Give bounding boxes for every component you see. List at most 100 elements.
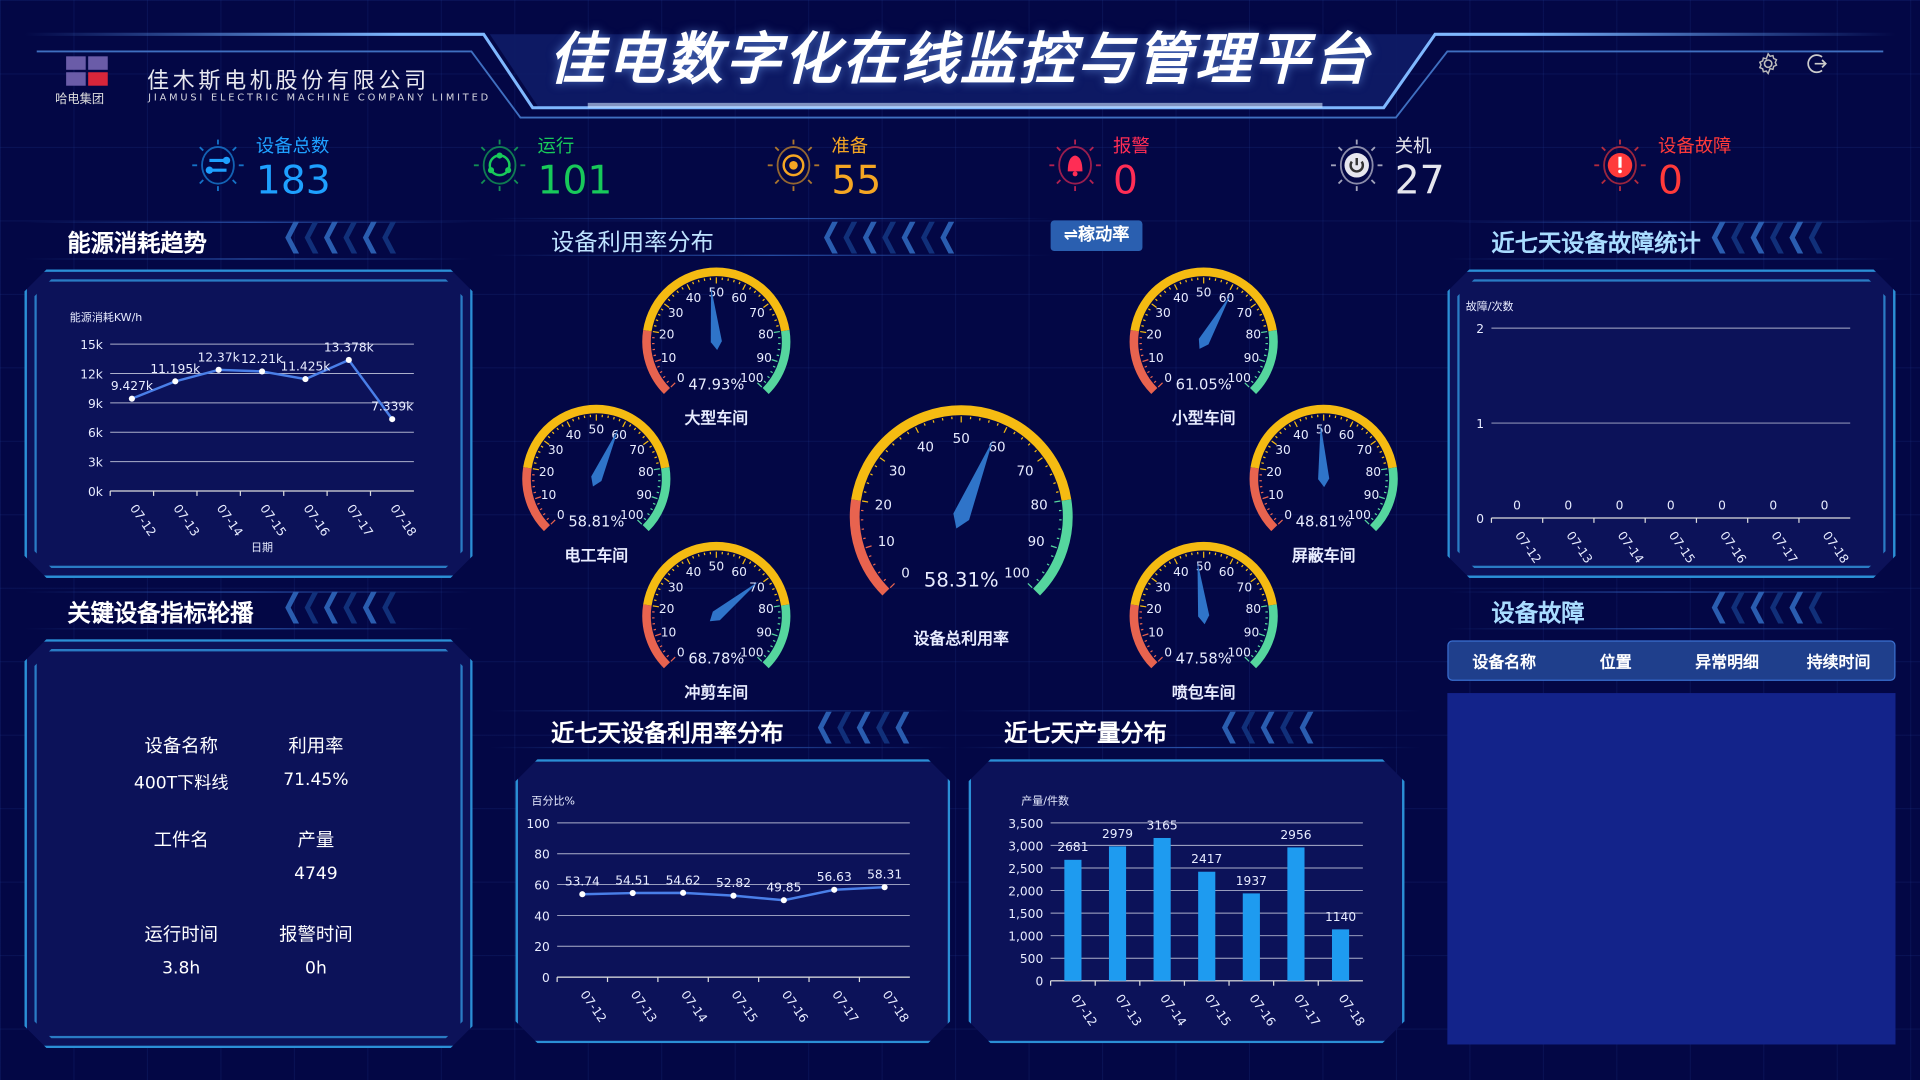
gauge-tick: [1381, 456, 1385, 459]
gauge-tick-label: 90: [1028, 535, 1045, 550]
gauge-tick: [1155, 572, 1158, 576]
section-title-fault-stats: 近七天设备故障统计: [1491, 230, 1701, 258]
gauge-tick: [870, 473, 873, 476]
gauge-tick: [1151, 303, 1157, 308]
gauge-tick: [1245, 294, 1249, 297]
data-label: 0: [1769, 498, 1777, 512]
data-label: 2979: [1102, 827, 1133, 841]
data-label: 52.82: [716, 876, 751, 890]
gauge-tick: [872, 563, 876, 566]
gauge-tick: [642, 435, 645, 439]
x-tick-label: 07-18: [387, 502, 419, 539]
gauge-tick: [633, 427, 637, 431]
column-header-location[interactable]: 位置: [1599, 653, 1632, 673]
gauge-tick: [776, 599, 779, 602]
gauge-value: 58.31%: [924, 569, 999, 592]
data-point: [780, 897, 787, 904]
gauge-tick: [1279, 431, 1282, 435]
gauge-tick: [534, 496, 542, 500]
gauge-tick: [1159, 568, 1162, 572]
chevron-decoration-icon: ❮❮❮❮❮: [814, 707, 913, 745]
chart-prod7: 产量/件数 0 500 1,000 1,500 2,000 2,500 3,000 3,500 0…: [1008, 793, 1367, 1028]
gauge-tick: [899, 437, 902, 440]
gauge-tick: [671, 294, 675, 297]
gauge-tick: [1254, 375, 1258, 379]
gauge-tick-label: 100: [740, 371, 763, 385]
data-point: [680, 889, 687, 896]
data-label: 0: [1513, 498, 1521, 512]
gauge-tick: [1293, 421, 1298, 428]
gauge-name: 设备总利用率: [913, 629, 1009, 648]
gauge-tick-label: 10: [661, 625, 677, 639]
gauge-tick: [1381, 468, 1388, 471]
gauge-tick: [1142, 319, 1146, 322]
data-label: 56.63: [817, 870, 852, 884]
gauge-tick: [653, 354, 657, 357]
gauge-tick: [1041, 571, 1045, 574]
gauge-tick: [762, 572, 765, 576]
gauge-tick: [1036, 578, 1039, 582]
gauge-tick: [1055, 491, 1059, 493]
settings-button[interactable]: [1756, 51, 1780, 75]
gauge-tick: [1241, 564, 1244, 568]
gauge-band-mid: [1130, 267, 1277, 332]
bar: [1331, 929, 1350, 981]
gauge-tick: [1349, 421, 1354, 428]
y-tick-label: 80: [534, 848, 550, 862]
utilization-toggle-button[interactable]: ⇌稼动率: [1050, 220, 1143, 252]
data-label: 53.74: [565, 875, 600, 889]
stat-cycle: 运行 101: [471, 130, 716, 216]
y-tick-label: 60: [534, 878, 550, 892]
chart-ylabel: 产量/件数: [1021, 793, 1069, 807]
gauge-tick: [1144, 639, 1148, 643]
gauge-tick: [1179, 555, 1182, 559]
gauge-tick: [1277, 519, 1283, 525]
x-tick-label: 07-17: [344, 502, 376, 539]
page-title: 佳电数字化在线监控与管理平台: [548, 25, 1372, 92]
x-tick-label: 07-15: [729, 988, 761, 1025]
y-tick-label: 15k: [80, 338, 104, 352]
gauge-tick: [1259, 587, 1263, 591]
x-tick-label: 07-15: [1666, 529, 1698, 566]
gauge-tick-label: 50: [953, 432, 970, 447]
gauge-tick: [1340, 416, 1343, 420]
bar: [1108, 846, 1127, 981]
x-tick-label: 07-16: [301, 502, 333, 539]
y-tick-label: 500: [1020, 952, 1043, 966]
column-header-detail[interactable]: 异常明细: [1695, 653, 1759, 673]
x-tick-label: 07-16: [1717, 529, 1749, 566]
gauge-tick-label: 40: [1173, 565, 1189, 579]
logout-button[interactable]: [1806, 51, 1830, 75]
gauge-band-low: [849, 499, 890, 596]
key-device-label: 运行时间: [144, 923, 218, 946]
data-point: [881, 884, 888, 891]
column-header-duration[interactable]: 持续时间: [1806, 653, 1871, 673]
data-point: [579, 891, 586, 898]
x-tick-label: 07-13: [628, 988, 660, 1025]
gauge-tick-label: 0: [1164, 645, 1172, 659]
x-tick-label: 07-17: [829, 988, 861, 1025]
gauge-tick: [653, 599, 657, 602]
energy-panel: [24, 269, 472, 578]
gauge-tick: [612, 416, 615, 420]
stat-sliders: 设备总数 183: [190, 130, 435, 216]
gauge-tick-label: 20: [875, 498, 892, 513]
gauge-tick: [676, 564, 679, 568]
gauge-tick: [1260, 639, 1263, 643]
data-point: [128, 395, 135, 402]
gauge-tick: [1259, 313, 1263, 316]
x-tick-label: 07-18: [1820, 529, 1852, 566]
gauge-tick: [1273, 517, 1277, 521]
gauge-tick: [1265, 450, 1268, 454]
gauge-tick: [1027, 443, 1031, 446]
gauge-tick: [1267, 508, 1270, 511]
gauge-band-low: [642, 604, 671, 669]
column-header-device[interactable]: 设备名称: [1472, 653, 1537, 673]
stat-value: 0: [1657, 156, 1683, 204]
gauge-tick: [655, 593, 659, 596]
chart-faults: 故障/次数 0 1 2 07-12 07-13 07-14 07-15 07-16 07-17 07…: [1466, 299, 1852, 566]
